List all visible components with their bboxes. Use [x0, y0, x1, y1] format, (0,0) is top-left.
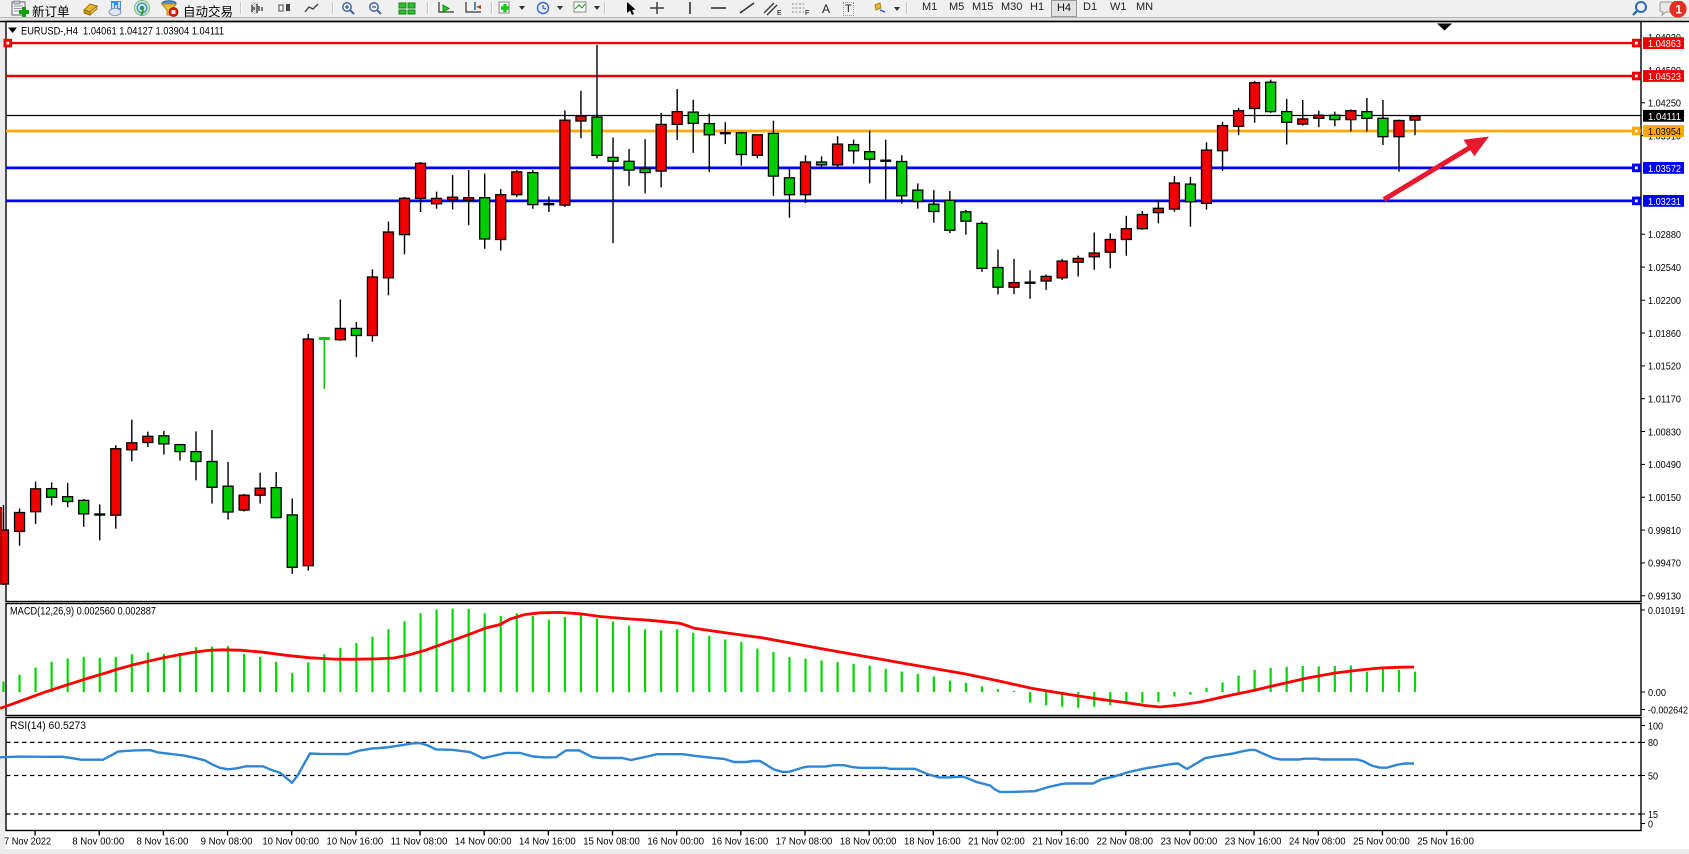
- svg-text:14 Nov 16:00: 14 Nov 16:00: [519, 836, 576, 848]
- svg-text:24 Nov 08:00: 24 Nov 08:00: [1289, 836, 1346, 848]
- svg-text:1.01860: 1.01860: [1648, 328, 1681, 340]
- svg-text:1.03954: 1.03954: [1648, 126, 1681, 138]
- svg-text:15: 15: [1648, 809, 1658, 821]
- svg-text:1.03231: 1.03231: [1648, 196, 1681, 208]
- svg-text:1.01520: 1.01520: [1648, 361, 1681, 373]
- svg-text:9 Nov 08:00: 9 Nov 08:00: [201, 836, 253, 848]
- svg-text:22 Nov 08:00: 22 Nov 08:00: [1096, 836, 1153, 848]
- svg-text:23 Nov 00:00: 23 Nov 00:00: [1161, 836, 1218, 848]
- svg-text:16 Nov 16:00: 16 Nov 16:00: [712, 836, 769, 848]
- svg-text:8 Nov 16:00: 8 Nov 16:00: [136, 836, 188, 848]
- svg-text:MACD(12,26,9) 0.002560 0.00288: MACD(12,26,9) 0.002560 0.002887: [10, 606, 156, 618]
- svg-text:21 Nov 16:00: 21 Nov 16:00: [1032, 836, 1089, 848]
- svg-text:17 Nov 08:00: 17 Nov 08:00: [776, 836, 833, 848]
- svg-text:0.00: 0.00: [1648, 687, 1666, 699]
- svg-text:-0.002642: -0.002642: [1648, 704, 1688, 716]
- svg-text:25 Nov 16:00: 25 Nov 16:00: [1417, 836, 1474, 848]
- svg-text:21 Nov 02:00: 21 Nov 02:00: [968, 836, 1025, 848]
- svg-text:50: 50: [1648, 770, 1658, 782]
- svg-text:8 Nov 00:00: 8 Nov 00:00: [72, 836, 124, 848]
- svg-text:1: 1: [1675, 3, 1682, 17]
- svg-text:15 Nov 08:00: 15 Nov 08:00: [583, 836, 640, 848]
- svg-text:11 Nov 08:00: 11 Nov 08:00: [391, 836, 448, 848]
- svg-text:0.99130: 0.99130: [1648, 591, 1681, 603]
- svg-text:1.02880: 1.02880: [1648, 229, 1681, 241]
- svg-text:0: 0: [1648, 818, 1653, 830]
- svg-text:1.01170: 1.01170: [1648, 394, 1681, 406]
- svg-text:14 Nov 00:00: 14 Nov 00:00: [455, 836, 512, 848]
- svg-text:25 Nov 00:00: 25 Nov 00:00: [1353, 836, 1410, 848]
- svg-text:1.04863: 1.04863: [1648, 38, 1681, 50]
- svg-text:1.00150: 1.00150: [1648, 492, 1681, 504]
- svg-text:18 Nov 16:00: 18 Nov 16:00: [904, 836, 961, 848]
- svg-text:RSI(14) 60.5273: RSI(14) 60.5273: [10, 720, 86, 732]
- svg-text:1.02200: 1.02200: [1648, 295, 1681, 307]
- svg-text:0.010191: 0.010191: [1648, 605, 1685, 617]
- svg-text:E: E: [777, 10, 782, 16]
- svg-text:1.00830: 1.00830: [1648, 426, 1681, 438]
- svg-text:1.04250: 1.04250: [1648, 98, 1681, 110]
- svg-text:18 Nov 00:00: 18 Nov 00:00: [840, 836, 897, 848]
- svg-text:10 Nov 16:00: 10 Nov 16:00: [327, 836, 384, 848]
- svg-text:7 Nov 2022: 7 Nov 2022: [4, 836, 51, 848]
- svg-text:1.04523: 1.04523: [1648, 71, 1681, 83]
- svg-text:100: 100: [1648, 720, 1663, 732]
- svg-text:16 Nov 00:00: 16 Nov 00:00: [647, 836, 704, 848]
- svg-text:0.99470: 0.99470: [1648, 558, 1681, 570]
- svg-text:0.99810: 0.99810: [1648, 525, 1681, 537]
- svg-text:EURUSD-,H4 1.04061 1.04127 1.: EURUSD-,H4 1.04061 1.04127 1.03904 1.041…: [21, 26, 224, 38]
- svg-text:10 Nov 00:00: 10 Nov 00:00: [262, 836, 319, 848]
- svg-text:23 Nov 16:00: 23 Nov 16:00: [1225, 836, 1282, 848]
- svg-text:80: 80: [1648, 737, 1658, 749]
- svg-text:1.03572: 1.03572: [1648, 163, 1681, 175]
- svg-text:1.00490: 1.00490: [1648, 459, 1681, 471]
- svg-text:F: F: [805, 10, 809, 16]
- svg-text:1.02540: 1.02540: [1648, 262, 1681, 274]
- svg-text:1.04111: 1.04111: [1648, 111, 1681, 123]
